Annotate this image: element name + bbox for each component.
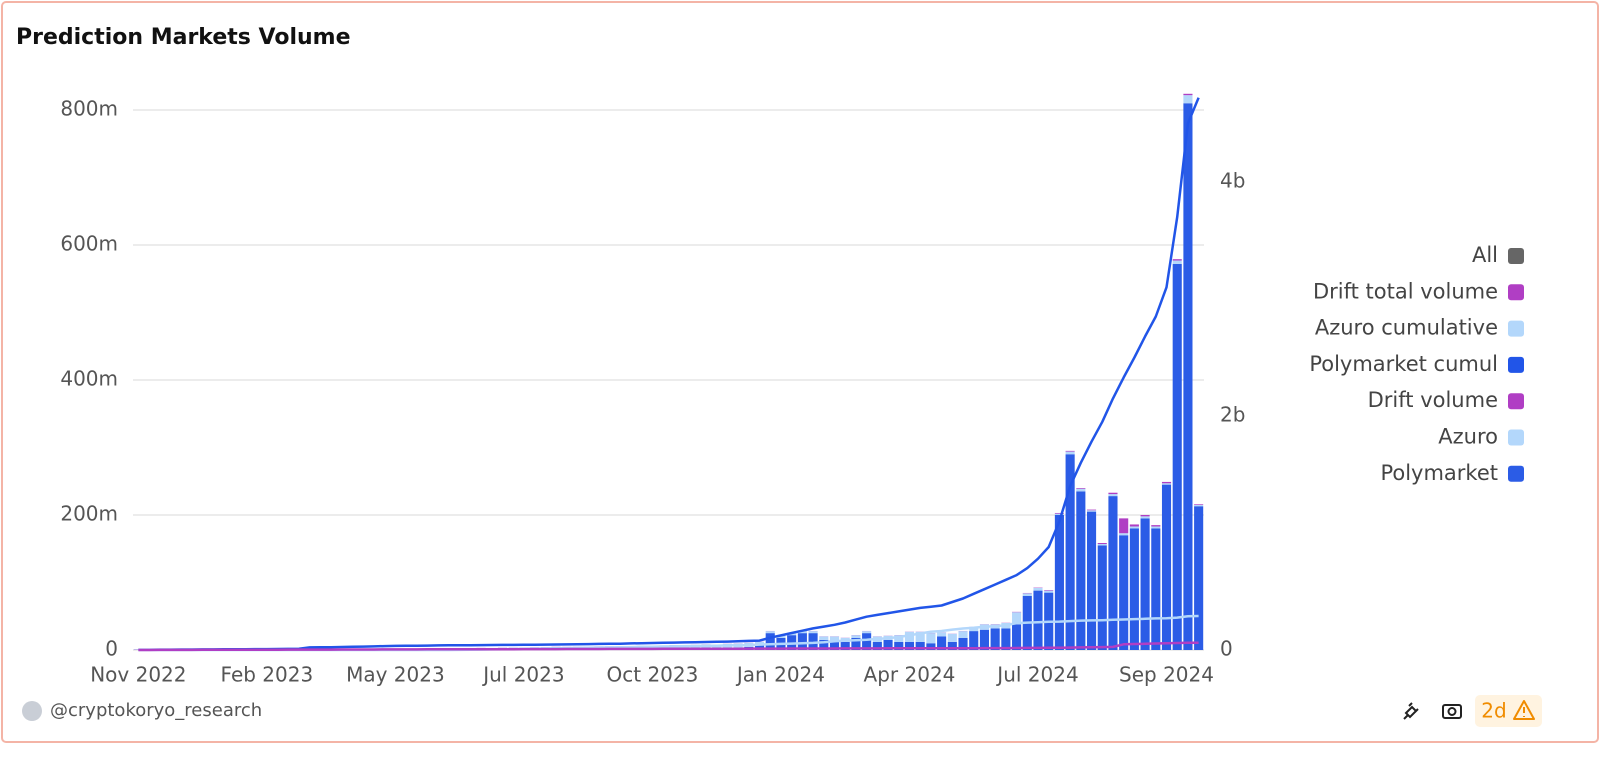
bar-segment bbox=[991, 628, 1000, 650]
bar-segment bbox=[926, 633, 935, 643]
y-tick-label: 800m bbox=[60, 97, 118, 121]
bar-segment bbox=[1066, 452, 1075, 455]
bar-segment bbox=[1098, 544, 1107, 545]
bar-segment bbox=[1151, 529, 1160, 651]
bar-segment bbox=[1183, 103, 1192, 650]
bar-segment bbox=[1098, 543, 1107, 544]
legend-swatch[interactable] bbox=[1508, 430, 1524, 446]
y-tick-label: 0 bbox=[105, 637, 118, 661]
legend-swatch[interactable] bbox=[1508, 357, 1524, 373]
bar-segment bbox=[1119, 518, 1128, 533]
bar-segment bbox=[1194, 505, 1203, 506]
bar-segment bbox=[1130, 529, 1139, 651]
bar-segment bbox=[1108, 493, 1117, 494]
y-tick-label: 600m bbox=[60, 232, 118, 256]
badge-text: 2d bbox=[1481, 699, 1506, 723]
bar-segment bbox=[1183, 94, 1192, 95]
bar-segment bbox=[1108, 494, 1117, 496]
legend-swatch[interactable] bbox=[1508, 248, 1524, 264]
bar-segment bbox=[1076, 488, 1085, 489]
bar-segment bbox=[1001, 628, 1010, 650]
y2-tick-label: 0 bbox=[1220, 637, 1233, 661]
legend-label: Azuro bbox=[1438, 425, 1498, 449]
bar-segment bbox=[1033, 591, 1042, 650]
x-tick-label: Jul 2024 bbox=[995, 663, 1078, 687]
bar-segment bbox=[1044, 591, 1053, 593]
bar-segment bbox=[809, 631, 818, 633]
bar-segment bbox=[1087, 512, 1096, 650]
y-tick-label: 400m bbox=[60, 367, 118, 391]
x-tick-label: May 2023 bbox=[346, 663, 445, 687]
bar-segment bbox=[1141, 518, 1150, 650]
bar-segment bbox=[1098, 545, 1107, 650]
x-tick-label: Apr 2024 bbox=[864, 663, 956, 687]
legend-label: Polymarket bbox=[1380, 461, 1498, 485]
bar-segment bbox=[1119, 535, 1128, 650]
y2-tick-label: 2b bbox=[1220, 402, 1245, 426]
x-tick-label: Oct 2023 bbox=[607, 663, 699, 687]
bar-segment bbox=[1151, 526, 1160, 528]
bar-segment bbox=[1044, 590, 1053, 591]
y-tick-label: 200m bbox=[60, 502, 118, 526]
author: @cryptokoryo_research bbox=[50, 700, 262, 721]
chart-title: Prediction Markets Volume bbox=[16, 25, 351, 50]
bar-segment bbox=[862, 631, 871, 633]
bar-segment bbox=[1066, 451, 1075, 452]
x-tick-label: Jul 2023 bbox=[481, 663, 564, 687]
bar-segment bbox=[1194, 506, 1203, 650]
bar-segment bbox=[1033, 588, 1042, 591]
bar-segment bbox=[1173, 259, 1182, 260]
legend-label: Polymarket cumul bbox=[1309, 352, 1498, 376]
bar-segment bbox=[1055, 515, 1064, 650]
bar-segment bbox=[766, 631, 775, 633]
bar-segment bbox=[1012, 624, 1021, 650]
legend-label: Drift total volume bbox=[1313, 279, 1498, 303]
bar-segment bbox=[1173, 261, 1182, 264]
bar-segment bbox=[1130, 524, 1139, 526]
legend-label: Azuro cumulative bbox=[1315, 316, 1498, 340]
bar-segment bbox=[948, 634, 957, 642]
legend-swatch[interactable] bbox=[1508, 321, 1524, 337]
legend-label: All bbox=[1472, 243, 1498, 267]
legend-swatch[interactable] bbox=[1508, 393, 1524, 409]
legend-swatch[interactable] bbox=[1508, 466, 1524, 482]
bar-segment bbox=[1119, 533, 1128, 535]
bar-segment bbox=[1194, 504, 1203, 505]
bar-segment bbox=[1130, 526, 1139, 528]
bar-segment bbox=[851, 635, 860, 638]
bar-segment bbox=[1023, 593, 1032, 596]
bar-segment bbox=[1162, 483, 1171, 484]
bar-segment bbox=[1151, 525, 1160, 526]
avatar bbox=[22, 701, 42, 721]
legend-swatch[interactable] bbox=[1508, 284, 1524, 300]
bar-segment bbox=[1087, 510, 1096, 511]
bar-segment bbox=[1162, 482, 1171, 483]
legend-label: Drift volume bbox=[1368, 388, 1498, 412]
bar-segment bbox=[1141, 516, 1150, 518]
y2-tick-label: 4b bbox=[1220, 168, 1245, 192]
bar-segment bbox=[958, 631, 967, 638]
x-tick-label: Sep 2024 bbox=[1119, 663, 1214, 687]
x-tick-label: Feb 2023 bbox=[221, 663, 314, 687]
bar-segment bbox=[1173, 264, 1182, 650]
bar-segment bbox=[1183, 95, 1192, 103]
bar-segment bbox=[1076, 491, 1085, 650]
bar-segment bbox=[1141, 515, 1150, 516]
x-tick-label: Nov 2022 bbox=[90, 663, 186, 687]
bar-segment bbox=[1108, 496, 1117, 650]
x-tick-label: Jan 2024 bbox=[735, 663, 825, 687]
bar-segment bbox=[1162, 485, 1171, 650]
bar-segment bbox=[819, 637, 828, 640]
bar-segment bbox=[1087, 510, 1096, 511]
bar-segment bbox=[937, 632, 946, 636]
bar-segment bbox=[1076, 489, 1085, 492]
